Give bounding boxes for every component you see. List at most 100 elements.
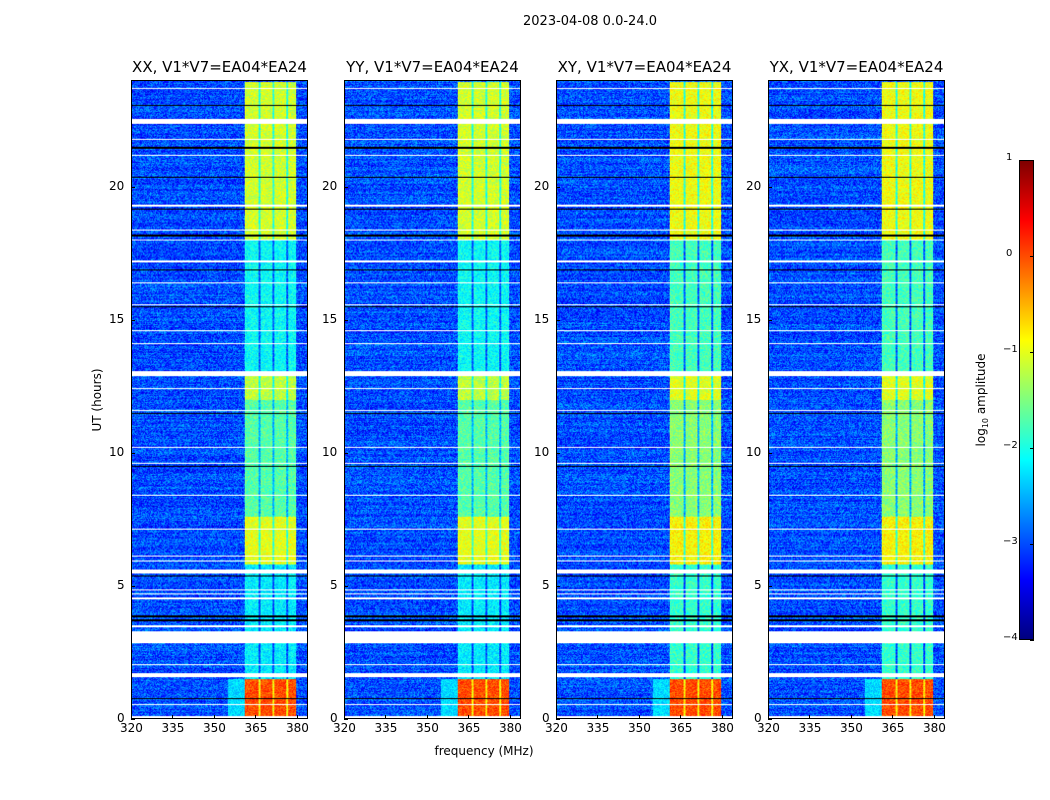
y-tick-mark — [768, 719, 772, 720]
heatmap-panel — [768, 80, 945, 719]
x-tick-mark — [344, 715, 345, 719]
x-tick-label: 350 — [202, 721, 226, 735]
x-tick-mark — [296, 715, 298, 719]
y-tick-mark — [556, 719, 560, 720]
y-tick-label: 15 — [534, 311, 550, 326]
colorbar-tick-mark — [1030, 352, 1034, 353]
x-tick-mark — [426, 715, 428, 719]
colorbar-tick-label: 0 — [1006, 248, 1013, 259]
colorbar-tick-label: −4 — [1003, 632, 1018, 643]
x-tick-label: 350 — [839, 721, 863, 735]
x-tick-label: 320 — [120, 721, 143, 735]
x-tick-mark — [213, 715, 215, 719]
y-tick-mark — [131, 186, 135, 188]
colorbar-tick-mark — [1030, 640, 1034, 641]
y-tick-label: 10 — [109, 444, 125, 459]
y-tick-label: 0 — [330, 711, 338, 725]
colorbar-tick-label: −2 — [1003, 440, 1018, 451]
x-tick-mark — [468, 715, 470, 719]
x-tick-mark — [850, 715, 852, 719]
x-tick-label: 365 — [669, 721, 693, 735]
y-tick-mark — [344, 319, 348, 321]
x-tick-label: 365 — [244, 721, 268, 735]
colorbar-tick-mark — [1030, 448, 1034, 449]
x-tick-mark — [597, 715, 599, 719]
y-tick-mark — [344, 186, 348, 188]
y-tick-label: 15 — [109, 311, 125, 326]
y-tick-mark — [131, 319, 135, 321]
x-tick-label: 380 — [710, 721, 734, 735]
y-tick-mark — [768, 452, 772, 454]
y-tick-mark — [344, 585, 348, 587]
colorbar-tick-label: 1 — [1006, 152, 1013, 163]
heatmap-image — [132, 81, 307, 718]
colorbar-tick-mark — [1030, 160, 1034, 161]
y-tick-label: 20 — [322, 178, 338, 193]
heatmap-panel — [131, 80, 308, 719]
panel-title: YX, V1*V7=EA04*EA24 — [769, 58, 944, 76]
y-tick-label: 20 — [534, 178, 550, 193]
x-tick-label: 350 — [415, 721, 439, 735]
x-tick-label: 320 — [333, 721, 356, 735]
x-tick-mark — [809, 715, 811, 719]
x-tick-label: 335 — [161, 721, 185, 735]
y-tick-mark — [556, 452, 560, 454]
y-tick-label: 20 — [109, 178, 125, 193]
y-tick-label: 20 — [746, 178, 762, 193]
y-tick-label: 0 — [542, 711, 550, 725]
colorbar-tick-label: −1 — [1003, 344, 1018, 355]
x-tick-mark — [892, 715, 894, 719]
y-tick-label: 0 — [117, 711, 125, 725]
y-tick-mark — [131, 452, 135, 454]
heatmap-image — [769, 81, 944, 718]
colorbar-label: log10 amplitude — [973, 353, 991, 447]
figure-title: 2023-04-08 0.0-24.0 — [523, 14, 657, 29]
x-tick-mark — [172, 715, 174, 719]
x-tick-label: 365 — [881, 721, 905, 735]
x-tick-mark — [638, 715, 640, 719]
heatmap-image — [345, 81, 520, 718]
x-tick-label: 380 — [922, 721, 946, 735]
y-tick-mark — [556, 585, 560, 587]
y-tick-label: 15 — [746, 311, 762, 326]
x-tick-mark — [933, 715, 935, 719]
panel-title: YY, V1*V7=EA04*EA24 — [346, 58, 519, 76]
heatmap-image — [557, 81, 732, 718]
y-tick-mark — [131, 585, 135, 587]
panel-title: XY, V1*V7=EA04*EA24 — [557, 58, 732, 76]
x-tick-mark — [509, 715, 511, 719]
y-tick-label: 10 — [746, 444, 762, 459]
x-axis-label: frequency (MHz) — [434, 744, 534, 758]
y-tick-mark — [344, 452, 348, 454]
y-tick-mark — [131, 719, 135, 720]
y-tick-label: 5 — [542, 577, 550, 592]
y-tick-label: 10 — [322, 444, 338, 459]
x-tick-mark — [556, 715, 557, 719]
y-tick-mark — [768, 585, 772, 587]
y-tick-mark — [344, 719, 348, 720]
colorbar-tick-mark — [1030, 256, 1034, 257]
y-tick-label: 15 — [322, 311, 338, 326]
colorbar-tick-mark — [1030, 544, 1034, 545]
x-tick-label: 365 — [457, 721, 481, 735]
x-tick-label: 335 — [374, 721, 398, 735]
x-tick-label: 350 — [627, 721, 651, 735]
x-tick-mark — [680, 715, 682, 719]
panel-title: XX, V1*V7=EA04*EA24 — [132, 58, 307, 76]
heatmap-panel — [344, 80, 521, 719]
y-tick-label: 5 — [330, 577, 338, 592]
x-tick-mark — [131, 715, 132, 719]
x-tick-label: 335 — [798, 721, 822, 735]
colorbar — [1019, 160, 1034, 640]
y-tick-mark — [768, 319, 772, 321]
heatmap-panel — [556, 80, 733, 719]
x-tick-mark — [721, 715, 723, 719]
x-tick-label: 320 — [757, 721, 780, 735]
x-tick-label: 320 — [545, 721, 568, 735]
y-tick-label: 10 — [534, 444, 550, 459]
x-tick-label: 380 — [285, 721, 309, 735]
x-tick-label: 335 — [586, 721, 610, 735]
y-tick-label: 0 — [754, 711, 762, 725]
x-tick-mark — [385, 715, 387, 719]
